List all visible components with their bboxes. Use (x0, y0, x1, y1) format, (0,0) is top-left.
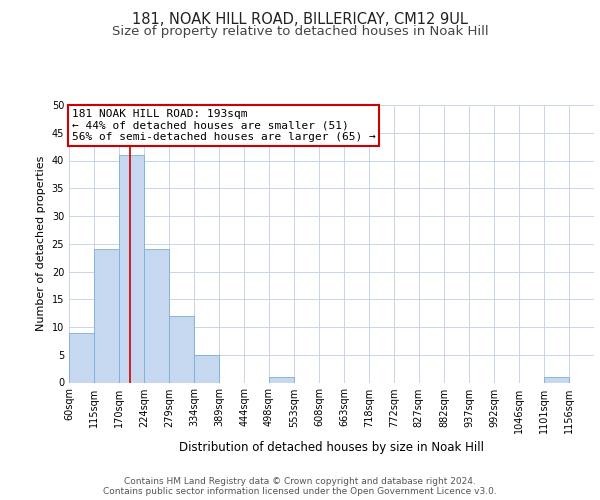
Text: 181, NOAK HILL ROAD, BILLERICAY, CM12 9UL: 181, NOAK HILL ROAD, BILLERICAY, CM12 9U… (132, 12, 468, 28)
Text: Size of property relative to detached houses in Noak Hill: Size of property relative to detached ho… (112, 25, 488, 38)
Bar (544, 377, 569, 382)
Text: 181 NOAK HILL ROAD: 193sqm
← 44% of detached houses are smaller (51)
56% of semi: 181 NOAK HILL ROAD: 193sqm ← 44% of deta… (71, 109, 376, 142)
Bar (94, 250, 119, 382)
Bar (194, 355, 219, 382)
Bar (69, 332, 94, 382)
Bar (144, 250, 169, 382)
Text: Contains HM Land Registry data © Crown copyright and database right 2024.
Contai: Contains HM Land Registry data © Crown c… (103, 476, 497, 496)
Y-axis label: Number of detached properties: Number of detached properties (36, 156, 46, 332)
X-axis label: Distribution of detached houses by size in Noak Hill: Distribution of detached houses by size … (179, 441, 484, 454)
Bar (169, 316, 194, 382)
Bar (119, 155, 144, 382)
Bar (269, 377, 294, 382)
